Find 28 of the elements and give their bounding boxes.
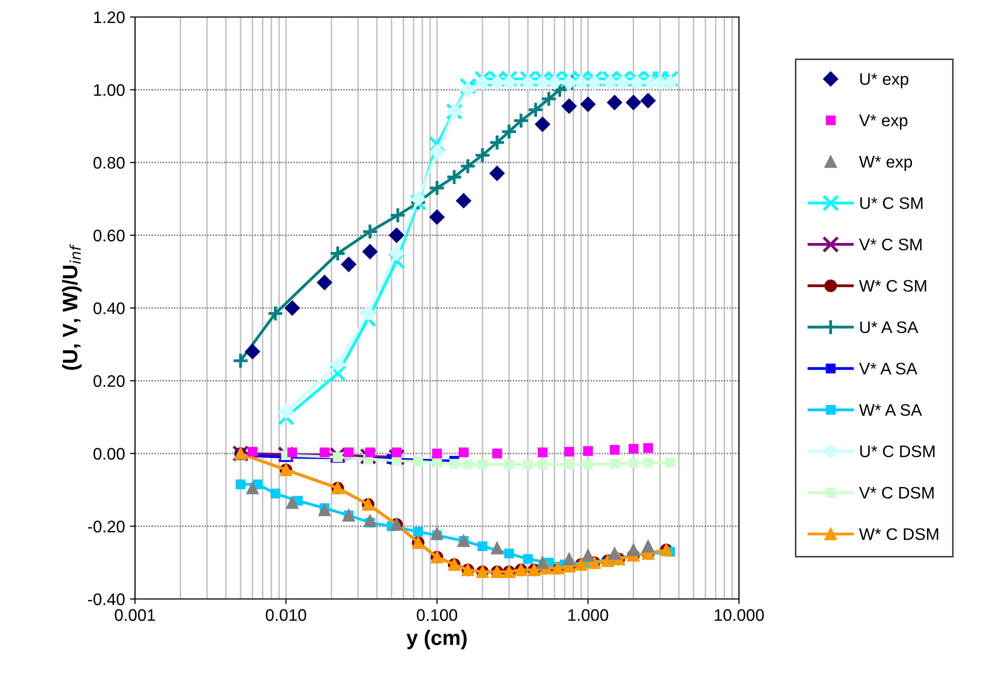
legend-label: W* A SA <box>859 404 922 416</box>
legend-label: V* exp <box>859 114 908 130</box>
x-tick-label: 1.000 <box>568 609 608 621</box>
y-tick-label: 0.20 <box>93 375 125 387</box>
y-axis-title: (U, V, W)/U$_{inf}$ <box>62 244 82 370</box>
legend-label: U* exp <box>860 73 908 88</box>
x-axis-title: y (cm) <box>406 630 467 650</box>
y-tick-label: 0.00 <box>93 448 125 460</box>
y-tick-label: 1.20 <box>94 11 125 24</box>
legend-label: U* C SM <box>860 197 922 210</box>
legend-label: U* A SA <box>860 321 918 334</box>
y-tick-label: -0.40 <box>88 593 125 606</box>
legend-label: V* C DSM <box>859 486 934 499</box>
y-tick-label: 0.40 <box>93 302 125 314</box>
y-tick-label: -0.20 <box>88 520 125 532</box>
x-tick-label: 0.001 <box>114 609 156 621</box>
x-tick-label: 10.000 <box>714 609 764 621</box>
x-tick-label: 0.100 <box>416 609 458 621</box>
y-tick-label: 0.80 <box>93 156 125 169</box>
legend-label: W* exp <box>859 156 912 171</box>
legend-label: V* A SA <box>859 362 918 375</box>
legend-label: W* C SM <box>859 280 926 292</box>
y-tick-label: 1.00 <box>94 84 125 96</box>
legend-label: W* C DSM <box>859 528 938 540</box>
legend-label: V* C SM <box>859 238 922 250</box>
y-tick-label: 0.60 <box>93 230 125 242</box>
legend-label: U* C DSM <box>860 445 934 458</box>
x-tick-label: 0.010 <box>266 609 306 621</box>
